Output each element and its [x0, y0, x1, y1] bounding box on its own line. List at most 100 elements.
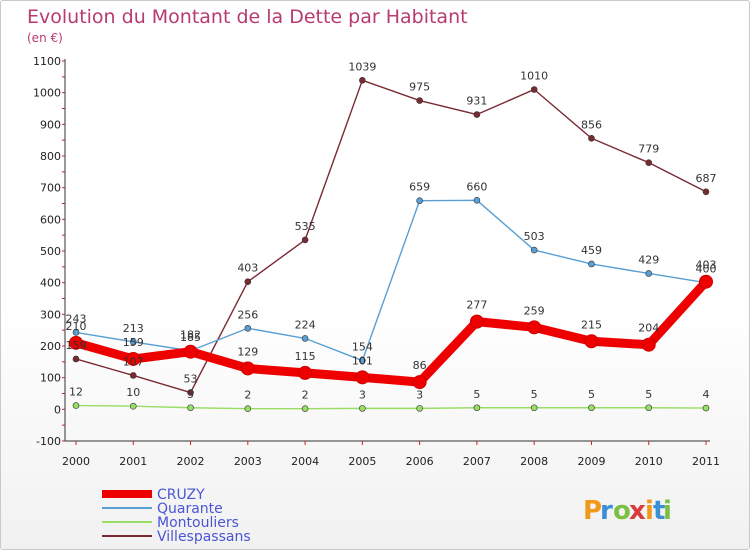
data-point-montouliers [244, 405, 252, 413]
data-point-quarante [244, 324, 252, 332]
x-tick-label: 2006 [406, 455, 434, 468]
data-label-montouliers: 2 [244, 389, 251, 402]
data-point-quarante [416, 197, 423, 204]
y-tick-label: 200 [40, 340, 61, 353]
data-label-villespassans: 1039 [348, 60, 376, 73]
y-tick-label: 600 [40, 213, 61, 226]
data-label-cruzy: 182 [180, 329, 201, 342]
data-label-quarante: 459 [581, 244, 602, 257]
data-point-villespassans [530, 86, 538, 93]
x-tick-label: 2005 [348, 455, 376, 468]
data-label-montouliers: 3 [359, 388, 366, 401]
data-label-villespassans: 975 [409, 81, 430, 94]
x-tick-label: 2009 [577, 455, 605, 468]
data-point-cruzy [469, 314, 484, 329]
brand-letter: P [583, 496, 602, 526]
data-label-cruzy: 204 [638, 322, 659, 335]
data-label-villespassans: 159 [66, 339, 87, 352]
series-line-montouliers [75, 404, 707, 410]
data-label-quarante: 503 [524, 230, 545, 243]
brand-letter: i [663, 496, 672, 526]
data-label-quarante: 256 [237, 308, 258, 321]
series-line-quarante [75, 199, 707, 362]
y-tick-label: 1100 [33, 55, 61, 68]
x-tick-label: 2001 [119, 455, 147, 468]
chart-title: Evolution du Montant de la Dette par Hab… [27, 6, 468, 28]
data-point-quarante [72, 329, 80, 336]
data-point-montouliers [416, 405, 423, 412]
data-label-villespassans: 931 [466, 95, 487, 108]
data-point-quarante [359, 357, 366, 364]
data-label-cruzy: 115 [295, 350, 316, 363]
data-label-cruzy: 86 [413, 359, 427, 372]
data-label-quarante: 400 [696, 263, 717, 276]
data-point-villespassans [645, 159, 653, 166]
data-label-cruzy: 215 [581, 318, 602, 331]
data-point-quarante [129, 338, 137, 346]
data-point-villespassans [72, 355, 80, 363]
series-line-villespassans [75, 79, 707, 394]
data-label-quarante: 224 [295, 318, 316, 331]
data-point-cruzy [641, 337, 656, 352]
x-tick-label: 2008 [520, 455, 548, 468]
data-label-montouliers: 5 [531, 388, 538, 401]
series-line-cruzy [71, 277, 711, 387]
data-point-montouliers [359, 405, 366, 412]
legend-label-quarante: Quarante [157, 501, 223, 517]
data-point-montouliers [301, 405, 309, 413]
data-label-cruzy: 101 [352, 354, 373, 367]
brand-letter: x [629, 496, 646, 526]
y-tick-label: 0 [54, 403, 61, 416]
y-tick-label: 800 [40, 150, 61, 163]
brand-letter: t [653, 496, 665, 526]
data-point-cruzy [183, 344, 198, 359]
data-label-villespassans: 779 [638, 143, 659, 156]
data-point-cruzy [527, 320, 542, 335]
data-label-villespassans: 53 [184, 373, 198, 386]
brand-letter: r [600, 496, 613, 526]
y-tick-label: 1000 [33, 87, 61, 100]
data-point-villespassans [129, 372, 137, 379]
data-label-quarante: 154 [352, 341, 373, 354]
data-label-villespassans: 403 [237, 262, 258, 275]
legend-label-villespassans: Villespassans [157, 529, 251, 545]
data-point-villespassans [244, 278, 252, 286]
data-point-montouliers [129, 402, 137, 410]
data-point-cruzy [412, 375, 427, 390]
data-label-villespassans: 535 [295, 220, 316, 233]
data-point-villespassans [416, 97, 423, 104]
data-point-quarante [530, 246, 538, 254]
data-point-montouliers [588, 404, 595, 412]
data-label-montouliers: 4 [703, 388, 710, 401]
data-point-villespassans [588, 134, 595, 142]
x-tick-label: 2002 [177, 455, 205, 468]
data-label-quarante: 243 [66, 312, 87, 325]
data-point-villespassans [359, 77, 366, 84]
data-label-villespassans: 856 [581, 118, 602, 131]
x-tick-label: 2004 [291, 455, 319, 468]
y-tick-label: 100 [40, 372, 61, 385]
x-tick-label: 2000 [62, 455, 90, 468]
data-point-montouliers [473, 404, 481, 412]
data-point-villespassans [473, 111, 481, 118]
data-point-villespassans [187, 389, 194, 396]
series-layer [69, 77, 713, 413]
chart-subtitle: (en €) [27, 31, 63, 45]
data-label-montouliers: 3 [416, 388, 423, 401]
data-label-montouliers: 12 [69, 386, 83, 399]
data-point-montouliers [702, 404, 710, 412]
data-point-montouliers [530, 404, 538, 412]
y-tick-label: 500 [40, 245, 61, 258]
data-point-cruzy [69, 335, 83, 350]
y-tick-label: 700 [40, 182, 61, 195]
brand-letter: o [613, 496, 631, 526]
data-point-cruzy [240, 361, 255, 376]
data-labels: 1591075340353510399759311010856779687243… [66, 60, 717, 401]
data-point-montouliers [72, 402, 80, 409]
data-label-montouliers: 5 [645, 388, 652, 401]
data-label-quarante: 185 [180, 331, 201, 344]
data-point-montouliers [187, 404, 194, 412]
x-tick-label: 2003 [234, 455, 262, 468]
